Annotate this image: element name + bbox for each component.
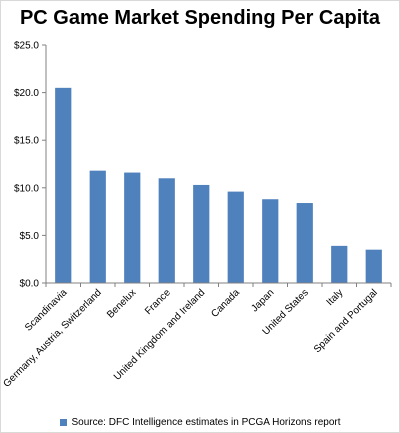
y-tick-label: $15.0 <box>14 136 39 147</box>
legend-swatch <box>59 419 67 426</box>
bars-group <box>55 87 382 283</box>
bar <box>365 249 382 283</box>
x-tick-label: Italy <box>325 287 346 308</box>
bar <box>262 199 279 283</box>
x-tick-label: Spain and Portugal <box>312 287 380 355</box>
legend-label: Source: DFC Intelligence estimates in PC… <box>71 417 341 428</box>
chart-title: PC Game Market Spending Per Capita <box>19 7 381 29</box>
legend: Source: DFC Intelligence estimates in PC… <box>1 417 399 428</box>
y-tick-label: $0.0 <box>20 279 40 290</box>
bar <box>55 87 72 283</box>
bar <box>124 172 141 283</box>
bar <box>331 245 348 283</box>
y-tick-label: $20.0 <box>14 88 39 99</box>
y-tick-label: $10.0 <box>14 183 39 194</box>
y-axis: $0.0 $5.0 $10.0 $15.0 $20.0 $25.0 <box>14 41 47 290</box>
y-tick-label: $25.0 <box>14 41 39 52</box>
x-tick-label: Canada <box>209 287 242 320</box>
y-tick-label: $5.0 <box>20 231 40 242</box>
bar <box>193 184 210 283</box>
bar <box>227 191 244 283</box>
x-tick-label: France <box>143 287 173 317</box>
bar <box>89 170 106 283</box>
x-tick-label: Japan <box>249 287 276 314</box>
bar <box>158 178 175 283</box>
x-tick-label: Benelux <box>105 287 138 320</box>
bar <box>296 203 313 283</box>
